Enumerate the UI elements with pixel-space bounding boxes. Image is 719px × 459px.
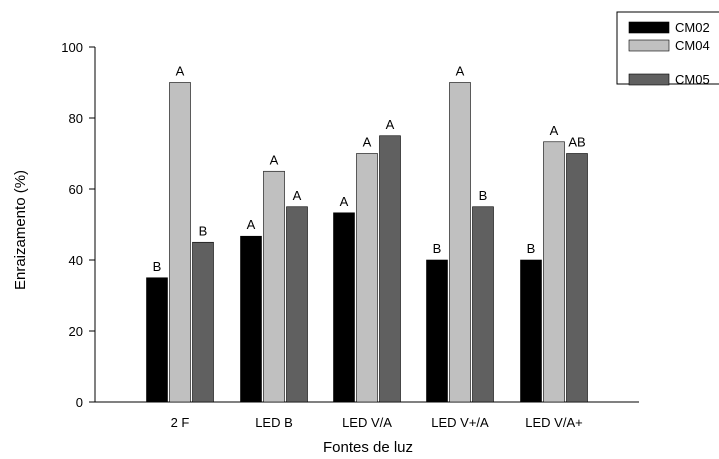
y-tick-label: 20 bbox=[69, 324, 83, 339]
bar bbox=[566, 153, 588, 403]
bar-letter-label: B bbox=[433, 241, 442, 256]
bar bbox=[426, 259, 448, 403]
bar bbox=[520, 259, 542, 403]
bar bbox=[333, 212, 355, 403]
bar-letter-label: A bbox=[340, 194, 349, 209]
legend-swatch bbox=[628, 39, 670, 52]
bar-letter-label: A bbox=[456, 64, 465, 79]
legend: CM02 CM04 CM05 bbox=[616, 11, 719, 87]
bar-letter-label: B bbox=[153, 259, 162, 274]
bar-letter-label: AB bbox=[568, 135, 585, 150]
bar bbox=[356, 153, 378, 403]
y-tick-label: 80 bbox=[69, 111, 83, 126]
x-tick-label: LED V/A+ bbox=[525, 415, 582, 430]
bar bbox=[192, 241, 214, 403]
bar bbox=[240, 235, 262, 403]
legend-swatch bbox=[628, 21, 670, 34]
bar-letter-label: A bbox=[363, 135, 372, 150]
bar-letter-label: B bbox=[479, 188, 488, 203]
legend-entry: CM05 bbox=[675, 72, 710, 87]
bar-letter-label: A bbox=[270, 152, 279, 167]
bar bbox=[472, 206, 494, 403]
y-tick-label: 100 bbox=[61, 40, 83, 55]
bar-letter-label: A bbox=[247, 217, 256, 232]
x-tick-label: 2 F bbox=[171, 415, 190, 430]
bar-letter-label: A bbox=[386, 117, 395, 132]
bar bbox=[286, 206, 308, 403]
bar bbox=[543, 141, 565, 403]
bars bbox=[146, 82, 588, 403]
y-tick-label: 40 bbox=[69, 253, 83, 268]
bar-letter-label: A bbox=[550, 123, 559, 138]
x-tick-label: LED B bbox=[255, 415, 293, 430]
legend-entry: CM04 bbox=[675, 38, 710, 53]
bar bbox=[449, 82, 471, 403]
x-tick-label: LED V+/A bbox=[431, 415, 489, 430]
bar bbox=[146, 277, 168, 403]
tick-labels: 0 20 40 60 80 100 2 F LED B LED V/A LED V+/A LED V… bbox=[61, 40, 582, 430]
bar-letter-label: A bbox=[293, 188, 302, 203]
x-axis-label: Fontes de luz bbox=[323, 439, 413, 456]
legend-entry: CM02 bbox=[675, 20, 710, 35]
bar bbox=[263, 170, 285, 403]
bar-letter-label: A bbox=[176, 64, 185, 79]
legend-swatch bbox=[628, 73, 670, 86]
bar bbox=[169, 82, 191, 403]
bar-letter-label: B bbox=[527, 241, 536, 256]
bar bbox=[379, 135, 401, 403]
y-tick-label: 0 bbox=[76, 395, 83, 410]
bar-letter-label: B bbox=[199, 223, 208, 238]
x-tick-label: LED V/A bbox=[342, 415, 392, 430]
y-tick-label: 60 bbox=[69, 182, 83, 197]
y-axis-label: Enraizamento (%) bbox=[12, 170, 29, 290]
